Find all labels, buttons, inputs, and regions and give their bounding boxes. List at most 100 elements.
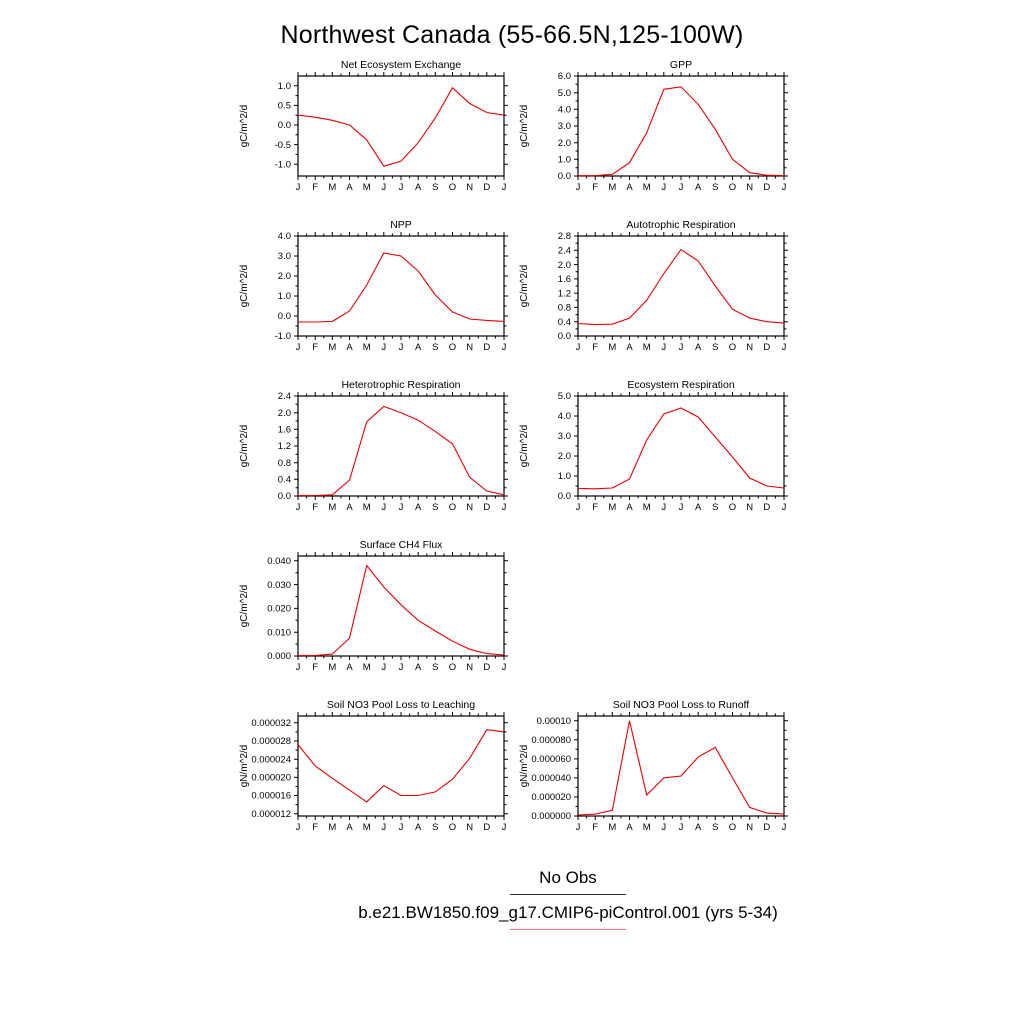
chart-y-axis-label: gC/m^2/d: [519, 265, 530, 308]
svg-text:J: J: [782, 502, 787, 513]
svg-text:J: J: [576, 342, 581, 353]
svg-text:J: J: [296, 182, 301, 193]
svg-text:J: J: [661, 502, 666, 513]
svg-text:2.0: 2.0: [558, 138, 571, 149]
svg-text:A: A: [626, 502, 633, 513]
svg-text:2.4: 2.4: [558, 246, 571, 257]
series-line: [577, 720, 785, 816]
svg-text:N: N: [466, 502, 473, 513]
svg-text:2.4: 2.4: [278, 391, 291, 402]
svg-text:2.0: 2.0: [278, 408, 291, 419]
plot-frame: [297, 395, 505, 497]
chart-y-axis-label: gC/m^2/d: [519, 425, 530, 468]
svg-text:O: O: [729, 342, 736, 353]
svg-text:D: D: [763, 182, 770, 193]
svg-text:J: J: [296, 822, 301, 833]
svg-text:6.0: 6.0: [558, 71, 571, 82]
axis-ticks: [574, 392, 788, 500]
chart-title: Net Ecosystem Exchange: [341, 59, 461, 71]
axis-ticks: [294, 72, 508, 180]
svg-text:S: S: [432, 182, 438, 193]
chart-y-axis-label: gN/m^2/d: [519, 745, 530, 788]
svg-text:M: M: [643, 502, 651, 513]
case-label: b.e21.BW1850.f09_g17.CMIP6-piControl.001…: [358, 903, 778, 922]
svg-text:5.0: 5.0: [558, 391, 571, 402]
svg-text:0.00010: 0.00010: [537, 716, 571, 727]
svg-text:M: M: [328, 502, 336, 513]
svg-text:D: D: [763, 342, 770, 353]
svg-text:0.0: 0.0: [558, 171, 571, 182]
chart-title: Surface CH4 Flux: [360, 539, 444, 551]
svg-text:0.000012: 0.000012: [251, 809, 291, 820]
svg-text:0.000060: 0.000060: [531, 754, 571, 765]
axis-ticks: [294, 712, 508, 820]
plot-frame: [577, 395, 785, 497]
series-line: [577, 248, 785, 326]
svg-text:M: M: [328, 342, 336, 353]
chart-title: Autotrophic Respiration: [626, 219, 735, 231]
series-line: [578, 86, 785, 177]
svg-text:M: M: [363, 182, 371, 193]
svg-text:O: O: [449, 182, 456, 193]
svg-text:J: J: [381, 182, 386, 193]
svg-text:F: F: [312, 502, 318, 513]
svg-text:0.0: 0.0: [558, 491, 571, 502]
svg-text:0.4: 0.4: [558, 317, 571, 328]
svg-text:J: J: [679, 182, 684, 193]
svg-text:0.8: 0.8: [278, 458, 291, 469]
svg-text:1.0: 1.0: [558, 471, 571, 482]
series-line: [298, 564, 505, 657]
chart-panel-soil-no3-leaching: Soil NO3 Pool Loss to Leaching gN/m^2/d J F…: [232, 694, 512, 852]
svg-text:5.0: 5.0: [558, 88, 571, 99]
svg-text:A: A: [346, 182, 353, 193]
svg-text:D: D: [483, 822, 490, 833]
plot-frame: [297, 555, 505, 657]
chart-panel-npp: NPP gC/m^2/d J F M A M J J A S O N D J -1.0 0.0 1.0 2.0 3.0…: [232, 214, 512, 372]
axis-ticks: [574, 232, 788, 340]
svg-text:0.000020: 0.000020: [531, 792, 571, 803]
plot-frame: [297, 715, 505, 817]
svg-text:3.0: 3.0: [278, 251, 291, 262]
svg-text:M: M: [608, 342, 616, 353]
svg-text:J: J: [782, 182, 787, 193]
svg-text:4.0: 4.0: [558, 105, 571, 116]
svg-text:N: N: [466, 342, 473, 353]
svg-text:J: J: [502, 182, 507, 193]
svg-text:M: M: [328, 662, 336, 673]
svg-text:N: N: [746, 182, 753, 193]
svg-text:F: F: [312, 662, 318, 673]
svg-text:J: J: [502, 662, 507, 673]
no-obs-label: No Obs: [539, 868, 597, 887]
series-line: [577, 407, 785, 490]
svg-text:1.6: 1.6: [558, 274, 571, 285]
svg-text:0.020: 0.020: [267, 604, 291, 615]
svg-text:J: J: [661, 182, 666, 193]
svg-text:O: O: [729, 182, 736, 193]
svg-text:2.8: 2.8: [558, 231, 571, 242]
svg-text:M: M: [608, 182, 616, 193]
svg-text:-0.5: -0.5: [275, 140, 291, 151]
svg-text:0.0: 0.0: [278, 120, 291, 131]
chart-title: Soil NO3 Pool Loss to Leaching: [327, 699, 475, 711]
obs-legend-line: [510, 894, 626, 895]
svg-text:1.0: 1.0: [278, 81, 291, 92]
svg-text:A: A: [346, 662, 353, 673]
chart-y-axis-label: gC/m^2/d: [239, 425, 250, 468]
svg-text:J: J: [399, 822, 404, 833]
svg-text:J: J: [381, 822, 386, 833]
svg-text:A: A: [415, 822, 422, 833]
svg-text:S: S: [712, 182, 718, 193]
svg-text:J: J: [502, 822, 507, 833]
svg-text:M: M: [363, 822, 371, 833]
svg-text:J: J: [661, 342, 666, 353]
svg-text:F: F: [312, 342, 318, 353]
svg-text:J: J: [661, 822, 666, 833]
svg-text:0.8: 0.8: [558, 303, 571, 314]
svg-text:0.0: 0.0: [558, 331, 571, 342]
axis-ticks: [574, 72, 788, 180]
svg-text:A: A: [695, 182, 702, 193]
svg-text:S: S: [432, 342, 438, 353]
series-line: [298, 405, 505, 497]
